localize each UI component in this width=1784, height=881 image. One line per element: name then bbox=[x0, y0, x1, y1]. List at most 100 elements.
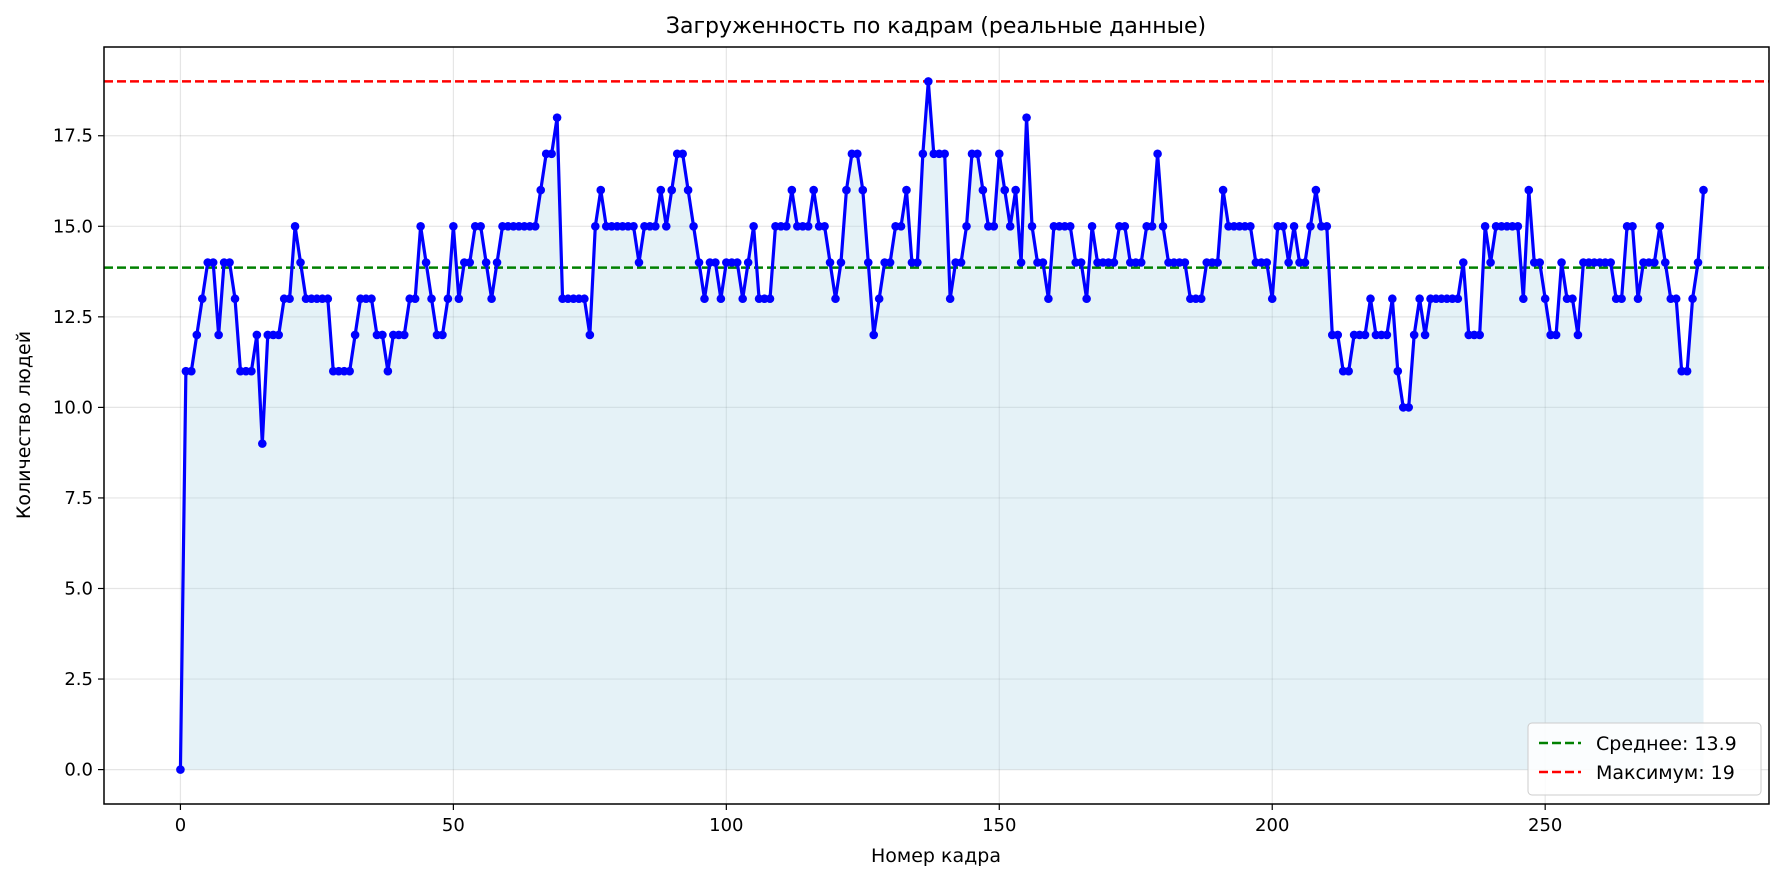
data-point bbox=[1409, 330, 1419, 340]
data-point bbox=[208, 258, 218, 267]
series-area bbox=[180, 81, 1704, 770]
data-point bbox=[994, 149, 1004, 159]
data-point bbox=[323, 294, 333, 304]
y-axis: 0.0 2.5 5.0 7.5 10.0 12.5 15.0 17.5 bbox=[53, 126, 104, 781]
data-point bbox=[1065, 221, 1075, 231]
data-point bbox=[1136, 258, 1146, 267]
data-point bbox=[1693, 258, 1703, 267]
data-point bbox=[836, 258, 846, 267]
data-point bbox=[1655, 221, 1665, 231]
data-point bbox=[716, 294, 726, 304]
data-point bbox=[274, 330, 283, 340]
data-point bbox=[1278, 221, 1288, 231]
data-point bbox=[1082, 294, 1091, 304]
data-point bbox=[656, 185, 666, 195]
data-point bbox=[197, 294, 207, 304]
data-point bbox=[711, 258, 720, 267]
data-point bbox=[956, 258, 966, 267]
data-point bbox=[765, 294, 775, 304]
data-point bbox=[1404, 403, 1413, 412]
data-point bbox=[585, 330, 595, 340]
data-point bbox=[530, 221, 540, 231]
data-point bbox=[1393, 366, 1403, 376]
data-point bbox=[1005, 221, 1015, 231]
y-tick-label: 0.0 bbox=[64, 760, 93, 781]
data-point bbox=[580, 294, 589, 304]
chart-title: Загруженность по кадрам (реальные данные… bbox=[666, 14, 1206, 39]
data-point bbox=[651, 221, 660, 231]
data-point bbox=[1606, 258, 1615, 267]
data-point bbox=[1322, 221, 1332, 231]
data-point bbox=[252, 330, 262, 340]
data-point bbox=[1262, 258, 1272, 267]
data-point bbox=[1158, 221, 1168, 231]
data-point bbox=[1486, 258, 1495, 267]
data-point bbox=[1453, 294, 1463, 304]
y-tick-label: 10.0 bbox=[53, 397, 93, 418]
data-point bbox=[1267, 294, 1277, 304]
data-point bbox=[1660, 258, 1670, 267]
data-point bbox=[913, 258, 922, 267]
data-point bbox=[694, 258, 704, 267]
data-point bbox=[1022, 113, 1031, 122]
data-point bbox=[749, 221, 758, 231]
data-point bbox=[1011, 185, 1020, 195]
data-point bbox=[230, 294, 240, 304]
data-point bbox=[421, 258, 431, 267]
data-point bbox=[1568, 294, 1577, 304]
data-point bbox=[820, 221, 829, 231]
data-point bbox=[874, 294, 884, 304]
data-point bbox=[1016, 258, 1026, 267]
data-point bbox=[689, 221, 698, 231]
data-point bbox=[1540, 294, 1550, 304]
data-point bbox=[1044, 294, 1053, 304]
data-point bbox=[345, 366, 354, 376]
data-point bbox=[1300, 258, 1310, 267]
y-tick-label: 7.5 bbox=[64, 488, 93, 509]
data-point bbox=[1415, 294, 1424, 304]
data-point bbox=[1573, 330, 1583, 340]
data-point bbox=[258, 439, 267, 448]
data-point bbox=[536, 185, 546, 195]
data-point bbox=[1628, 221, 1637, 231]
data-point bbox=[225, 258, 234, 267]
data-point bbox=[1480, 221, 1490, 231]
grid bbox=[104, 47, 1769, 804]
data-point bbox=[1633, 294, 1643, 304]
data-point bbox=[350, 330, 360, 340]
data-point bbox=[787, 185, 797, 195]
data-point bbox=[1153, 149, 1162, 159]
data-point bbox=[700, 294, 709, 304]
data-point bbox=[1147, 221, 1157, 231]
data-point bbox=[853, 149, 862, 159]
y-tick-label: 5.0 bbox=[64, 578, 93, 599]
data-point bbox=[285, 294, 294, 304]
data-point bbox=[454, 294, 464, 304]
data-point bbox=[1382, 330, 1392, 340]
data-point bbox=[547, 149, 556, 159]
data-point bbox=[1087, 221, 1097, 231]
data-point bbox=[978, 185, 988, 195]
legend-box bbox=[1527, 722, 1762, 796]
data-point bbox=[940, 149, 949, 159]
data-point bbox=[481, 258, 491, 267]
x-tick-label: 0 bbox=[175, 815, 186, 836]
x-axis-label: Номер кадра bbox=[871, 845, 1001, 867]
y-tick-label: 17.5 bbox=[53, 126, 93, 147]
data-point bbox=[782, 221, 791, 231]
data-point bbox=[465, 258, 475, 267]
data-point bbox=[1246, 221, 1255, 231]
x-tick-label: 200 bbox=[1255, 815, 1289, 836]
y-tick-label: 15.0 bbox=[53, 216, 93, 237]
data-point bbox=[552, 113, 562, 122]
data-point bbox=[863, 258, 873, 267]
data-point bbox=[803, 221, 813, 231]
data-point bbox=[492, 258, 502, 267]
data-point bbox=[410, 294, 420, 304]
data-point bbox=[427, 294, 436, 304]
data-point bbox=[1180, 258, 1190, 267]
x-axis: 0 50 100 150 200 250 bbox=[175, 804, 1562, 836]
data-point bbox=[1388, 294, 1397, 304]
data-point bbox=[924, 77, 933, 86]
